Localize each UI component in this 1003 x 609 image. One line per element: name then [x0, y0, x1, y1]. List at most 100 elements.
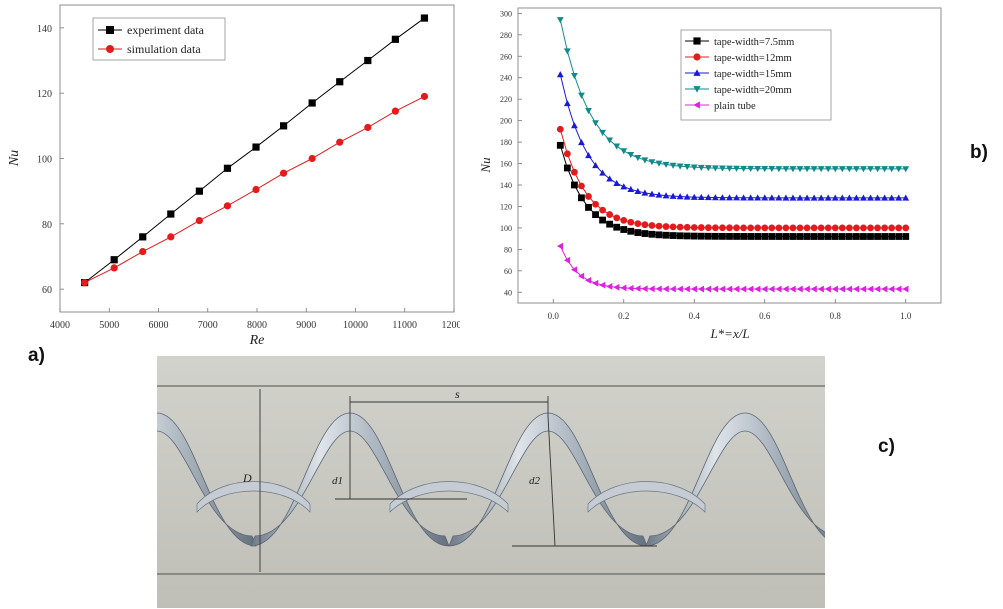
data-point — [571, 73, 578, 80]
data-point — [669, 162, 677, 169]
data-point — [740, 224, 747, 232]
data-point — [195, 216, 203, 225]
legend-entry: tape-width=15mm — [714, 69, 792, 80]
data-point — [81, 279, 89, 287]
data-point — [796, 233, 804, 240]
x-tick-label: 1.0 — [900, 311, 912, 321]
x-tick-label: 0.6 — [759, 311, 771, 321]
y-tick-label: 140 — [37, 24, 52, 35]
data-point — [712, 232, 719, 240]
data-point — [867, 166, 874, 173]
data-point — [578, 92, 585, 99]
data-point — [831, 285, 838, 293]
data-point — [824, 285, 831, 293]
data-point — [740, 285, 747, 293]
data-point — [895, 233, 903, 240]
data-point — [768, 224, 776, 232]
data-point — [775, 233, 783, 240]
data-point — [571, 181, 578, 189]
data-point — [308, 99, 316, 107]
legend: tape-width=7.5mm tape-width=12mm tape-widt… — [680, 29, 832, 121]
data-point — [761, 194, 769, 201]
data-point — [782, 285, 789, 293]
legend-entry-experiment: experiment data — [127, 23, 205, 37]
data-point — [391, 35, 399, 43]
x-tick-label: 0.0 — [548, 311, 560, 321]
data-point — [704, 165, 712, 172]
legend-entry: tape-width=12mm — [714, 53, 792, 64]
data-point — [845, 224, 853, 232]
data-point — [754, 285, 761, 293]
data-point — [789, 224, 797, 232]
data-point — [860, 285, 867, 293]
data-point — [592, 120, 599, 127]
data-point — [817, 285, 824, 293]
data-point — [740, 233, 747, 240]
data-point — [662, 161, 670, 168]
data-point — [845, 166, 853, 173]
data-point — [620, 216, 628, 224]
data-point — [223, 202, 232, 210]
data-point — [606, 220, 614, 228]
data-point — [704, 232, 712, 240]
data-point — [599, 169, 606, 176]
data-point — [683, 164, 691, 171]
data-point — [364, 123, 372, 132]
data-point — [902, 194, 910, 201]
data-point — [754, 194, 762, 201]
data-point — [697, 193, 705, 200]
x-tick-label: 4000 — [50, 320, 70, 331]
data-point — [223, 164, 232, 172]
data-point — [789, 166, 797, 173]
x-tick-label: 0.8 — [830, 311, 842, 321]
data-point — [585, 108, 592, 115]
data-point — [824, 194, 832, 201]
data-point — [733, 194, 740, 201]
data-point — [712, 165, 719, 172]
data-point — [888, 166, 896, 173]
data-point — [853, 194, 860, 201]
data-point — [627, 284, 634, 292]
data-point — [690, 285, 697, 293]
data-point — [803, 233, 811, 240]
data-point — [592, 211, 599, 219]
data-point — [831, 194, 839, 201]
data-point — [563, 164, 571, 172]
data-point — [139, 247, 147, 256]
data-point — [838, 233, 846, 240]
data-point — [627, 227, 635, 235]
data-point — [761, 166, 769, 173]
data-point — [563, 150, 571, 158]
data-point — [606, 283, 613, 290]
data-point — [599, 216, 606, 224]
data-point — [655, 191, 663, 198]
data-point — [838, 224, 846, 232]
twisted-tape — [157, 412, 825, 547]
data-point — [704, 224, 712, 232]
data-point — [810, 233, 818, 240]
data-point — [874, 285, 881, 293]
data-point — [110, 256, 118, 264]
data-point — [733, 285, 740, 293]
data-point — [139, 233, 147, 241]
y-tick-label: 100 — [37, 155, 52, 166]
data-point — [571, 266, 578, 274]
data-point — [585, 204, 592, 211]
data-point — [391, 107, 399, 115]
data-point — [627, 218, 635, 226]
data-point — [754, 165, 762, 173]
y-tick-label: 40 — [504, 288, 512, 297]
data-point — [592, 200, 599, 208]
data-point — [641, 157, 649, 164]
data-point — [252, 185, 260, 194]
data-point — [845, 233, 853, 240]
data-point — [853, 166, 860, 173]
data-point — [599, 281, 606, 289]
data-point — [803, 194, 811, 201]
data-point — [726, 165, 733, 172]
data-point — [902, 233, 910, 240]
data-point — [620, 284, 627, 292]
data-point — [747, 224, 755, 232]
data-point — [613, 283, 620, 291]
label-d1: d1 — [332, 475, 343, 487]
